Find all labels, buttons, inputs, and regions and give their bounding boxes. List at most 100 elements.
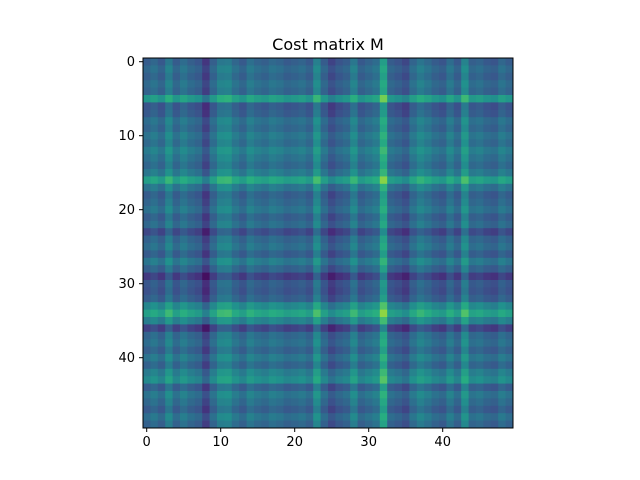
heatmap-cell (365, 198, 373, 207)
heatmap-cell (268, 220, 277, 229)
heatmap-cell (261, 302, 270, 310)
heatmap-cell (365, 354, 373, 362)
heatmap-cell (246, 405, 255, 414)
heatmap-cell (231, 132, 240, 140)
heatmap-cell (372, 331, 381, 340)
heatmap-cell (439, 72, 447, 81)
heatmap-cell (276, 265, 284, 273)
heatmap-cell (187, 198, 196, 207)
heatmap-cell (305, 280, 314, 288)
heatmap-cell (194, 228, 203, 236)
heatmap-cell (231, 324, 240, 333)
heatmap-cell (483, 191, 492, 199)
heatmap-cell (172, 206, 181, 214)
heatmap-cell (505, 176, 514, 185)
heatmap-cell (239, 250, 247, 259)
heatmap-cell (202, 405, 210, 414)
heatmap-cell (313, 405, 321, 414)
heatmap-cell (446, 183, 455, 192)
heatmap-cell (268, 58, 277, 66)
heatmap-cell (254, 183, 262, 192)
heatmap-cell (490, 161, 499, 170)
heatmap-cell (239, 161, 247, 170)
heatmap-cell (202, 265, 210, 273)
heatmap-cell (446, 132, 455, 140)
heatmap-cell (313, 317, 321, 325)
heatmap-cell (490, 339, 499, 347)
heatmap-cell (350, 243, 358, 251)
heatmap-cell (461, 198, 469, 207)
heatmap-cell (402, 198, 410, 207)
heatmap-cell (342, 324, 351, 333)
heatmap-cell (387, 176, 395, 185)
heatmap-cell (194, 146, 203, 155)
heatmap-cell (409, 80, 418, 88)
heatmap-cell (476, 405, 484, 414)
heatmap-cell (276, 235, 284, 244)
heatmap-cell (157, 198, 166, 207)
heatmap-cell (446, 235, 455, 244)
heatmap-cell (239, 317, 247, 325)
heatmap-cell (209, 346, 218, 355)
heatmap-cell (350, 87, 358, 96)
heatmap-cell (431, 250, 440, 259)
heatmap-cell (350, 102, 358, 111)
heatmap-cell (468, 280, 477, 288)
heatmap-cell (505, 139, 514, 148)
heatmap-cell (143, 331, 151, 340)
heatmap-cell (461, 109, 469, 118)
heatmap-cell (372, 146, 381, 155)
heatmap-cell (231, 309, 240, 318)
heatmap-cell (387, 324, 395, 333)
heatmap-cell (224, 161, 233, 170)
heatmap-cell (246, 65, 255, 74)
heatmap-cell (505, 154, 514, 162)
heatmap-cell (387, 58, 395, 66)
heatmap-cell (342, 198, 351, 207)
heatmap-cell (187, 80, 196, 88)
heatmap-cell (446, 87, 455, 96)
heatmap-cell (231, 154, 240, 162)
heatmap-cell (357, 176, 366, 185)
heatmap-cell (217, 294, 225, 303)
heatmap-cell (217, 257, 225, 266)
heatmap-cell (379, 235, 388, 244)
heatmap-cell (194, 117, 203, 125)
heatmap-cell (313, 109, 321, 118)
heatmap-cell (194, 109, 203, 118)
heatmap-cell (298, 161, 307, 170)
heatmap-cell (224, 146, 233, 155)
heatmap-cell (505, 72, 514, 81)
heatmap-cell (261, 331, 270, 340)
heatmap-cell (254, 294, 262, 303)
heatmap-cell (402, 265, 410, 273)
heatmap-cell (439, 80, 447, 88)
heatmap-cell (416, 398, 425, 407)
heatmap-cell (224, 376, 233, 384)
heatmap-cell (224, 287, 233, 296)
heatmap-cell (305, 361, 314, 370)
heatmap-cell (453, 220, 462, 229)
heatmap-cell (372, 176, 381, 185)
heatmap-cell (254, 361, 262, 370)
heatmap-cell (424, 243, 432, 251)
heatmap-cell (476, 368, 484, 377)
heatmap-cell (394, 109, 403, 118)
heatmap-cell (387, 109, 395, 118)
heatmap-cell (424, 287, 432, 296)
heatmap-cell (416, 220, 425, 229)
heatmap-cell (261, 220, 270, 229)
heatmap-cell (505, 228, 514, 236)
heatmap-cell (202, 272, 210, 281)
heatmap-cell (483, 294, 492, 303)
heatmap-cell (402, 72, 410, 81)
heatmap-cell (335, 346, 344, 355)
heatmap-cell (172, 309, 181, 318)
heatmap-cell (298, 294, 307, 303)
heatmap-cell (217, 324, 225, 333)
heatmap-cell (365, 405, 373, 414)
heatmap-cell (165, 368, 173, 377)
heatmap-cell (342, 243, 351, 251)
y-tick-label: 40 (118, 351, 135, 366)
heatmap-cell (209, 124, 218, 133)
